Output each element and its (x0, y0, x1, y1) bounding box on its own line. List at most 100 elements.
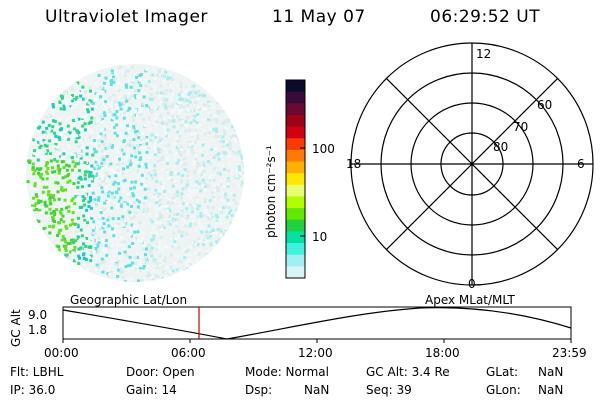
uv-pixel (119, 263, 123, 267)
uv-pixel (163, 190, 167, 194)
uv-pixel (57, 171, 61, 175)
uv-pixel (240, 154, 244, 158)
uv-pixel (234, 139, 238, 143)
uv-pixel (136, 205, 140, 209)
uv-pixel (56, 190, 60, 194)
uv-pixel (129, 85, 133, 89)
uv-pixel (85, 239, 89, 243)
uv-pixel (73, 202, 77, 206)
uv-pixel (95, 84, 99, 88)
uv-pixel (124, 265, 128, 268)
uv-pixel (95, 257, 99, 261)
uv-pixel (35, 195, 39, 198)
uv-pixel (208, 131, 212, 135)
uv-pixel (195, 93, 199, 97)
uv-pixel (226, 184, 230, 188)
uv-pixel (186, 174, 190, 178)
uv-pixel (44, 164, 48, 168)
uv-pixel (128, 203, 132, 207)
uv-pixel (77, 176, 81, 180)
uv-pixel (58, 122, 62, 126)
uv-pixel (176, 139, 180, 143)
uv-pixel (80, 234, 84, 238)
uv-pixel (232, 219, 235, 223)
uv-pixel (174, 158, 178, 162)
uv-pixel (113, 131, 117, 135)
uv-pixel (139, 206, 143, 210)
uv-pixel (31, 204, 34, 208)
uv-pixel (118, 157, 121, 161)
polar-ring-label-60: 60 (537, 98, 553, 112)
uv-pixel (46, 225, 50, 229)
uv-pixel (214, 127, 218, 131)
uv-pixel (192, 190, 195, 194)
uv-pixel (175, 146, 179, 150)
uv-pixel (147, 250, 151, 254)
uv-pixel (145, 142, 148, 146)
uv-pixel (216, 171, 220, 175)
uv-pixel (79, 154, 83, 158)
uv-pixel (90, 116, 94, 120)
uv-pixel (232, 198, 236, 202)
uv-pixel (225, 215, 229, 219)
uv-pixel (45, 177, 49, 181)
uv-pixel (184, 129, 188, 133)
uv-pixel (171, 219, 175, 223)
uv-pixel (219, 197, 223, 201)
uv-pixel (225, 152, 229, 156)
uv-pixel (130, 154, 134, 158)
uv-pixel (135, 95, 139, 99)
uv-pixel (99, 132, 103, 136)
uv-pixel (74, 118, 78, 121)
uv-pixel (112, 234, 116, 238)
uv-pixel (74, 230, 78, 234)
uv-pixel (175, 224, 179, 228)
uv-pixel (96, 119, 100, 123)
uv-pixel (205, 230, 209, 234)
uv-pixel (193, 134, 197, 138)
timeline-left-label: Geographic Lat/Lon (70, 293, 188, 307)
uv-pixel (238, 185, 242, 188)
uv-pixel (103, 114, 107, 118)
uv-pixel (193, 228, 197, 232)
uv-pixel (202, 238, 206, 242)
uv-pixel (210, 148, 214, 152)
uv-pixel (171, 115, 175, 119)
uv-pixel (76, 81, 80, 85)
uv-pixel (107, 215, 111, 219)
uv-pixel (40, 172, 44, 176)
uv-pixel (153, 246, 157, 250)
uv-pixel (167, 118, 171, 122)
uv-pixel (95, 172, 99, 176)
uv-pixel (154, 188, 158, 192)
uv-pixel (143, 187, 147, 191)
uv-pixel (164, 259, 167, 263)
uv-pixel (168, 209, 172, 212)
uv-pixel (101, 176, 105, 180)
uv-pixel (106, 177, 110, 181)
uv-pixel (36, 129, 39, 133)
uv-pixel (49, 159, 53, 163)
status-dsp-value: NaN (304, 383, 330, 397)
uv-pixel (135, 160, 139, 164)
uv-pixel (100, 186, 104, 190)
uv-pixel (118, 103, 122, 107)
uv-pixel (213, 118, 217, 122)
uv-pixel (84, 245, 88, 248)
uv-pixel (219, 155, 223, 159)
uv-pixel (40, 155, 44, 159)
uv-pixel (123, 178, 127, 182)
uv-pixel (160, 227, 164, 231)
uv-pixel (182, 219, 186, 223)
uv-pixel (211, 105, 215, 109)
uv-pixel (177, 229, 181, 233)
uv-pixel (57, 245, 61, 249)
uv-pixel (113, 269, 117, 273)
uv-pixel (45, 126, 49, 130)
uv-pixel (177, 245, 181, 249)
uv-pixel (175, 161, 179, 165)
uv-pixel (97, 144, 101, 148)
uv-pixel (181, 92, 185, 96)
uv-pixel (46, 169, 50, 173)
uv-pixel (43, 143, 47, 147)
